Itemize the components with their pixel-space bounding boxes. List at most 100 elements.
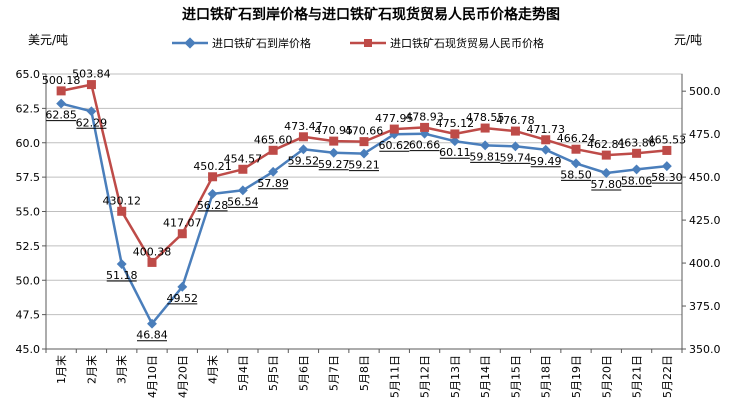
x-axis-tick-label: 1月末: [54, 355, 68, 384]
data-label-series-2: 400.38: [133, 245, 172, 258]
data-label-series-2: 450.21: [193, 160, 232, 173]
left-axis-tick-label: 55.0: [16, 206, 41, 219]
data-label-series-1: 62.85: [45, 109, 77, 122]
data-point-series-2: [480, 123, 490, 133]
x-axis-tick-label: 5月12日: [419, 355, 432, 398]
data-point-series-1: [177, 281, 188, 292]
data-label-series-1: 46.84: [136, 329, 168, 342]
x-axis-tick-label: 5月5日: [267, 355, 280, 391]
data-point-series-1: [601, 168, 612, 178]
left-axis-tick-label: 52.5: [16, 240, 41, 253]
data-label-series-1: 58.50: [560, 168, 592, 181]
data-label-series-1: 56.28: [197, 199, 229, 212]
data-point-series-2: [117, 206, 127, 216]
x-axis-tick-label: 2月末: [84, 355, 98, 384]
data-label-series-2: 500.18: [42, 74, 81, 87]
data-point-series-2: [329, 136, 339, 146]
data-label-series-2: 470.95: [314, 124, 353, 137]
data-point-series-1: [116, 259, 127, 269]
series-lines: [60, 83, 668, 325]
data-label-series-1: 57.89: [257, 177, 289, 190]
x-axis-tick-label: 5月22日: [661, 355, 674, 398]
data-label-series-1: 51.18: [106, 269, 138, 282]
data-label-series-1: 59.49: [530, 155, 562, 168]
data-label-series-2: 471.73: [526, 123, 565, 136]
data-label-series-1: 60.66: [409, 139, 441, 152]
left-axis-tick-label: 47.5: [16, 309, 41, 322]
data-label-series-1: 59.81: [469, 150, 501, 163]
x-axis-tick-label: 3月末: [115, 355, 129, 384]
data-point-series-1: [631, 164, 642, 175]
data-point-series-1: [571, 158, 581, 169]
grid-lines: [45, 73, 683, 350]
x-axis-tick-label: 5月13日: [449, 355, 462, 398]
x-axis-tick-label: 5月20日: [600, 355, 613, 398]
x-axis-tick-label: 4月20日: [176, 355, 189, 398]
left-axis-tick-label: 60.0: [16, 137, 41, 150]
data-label-series-2: 430.12: [102, 194, 141, 207]
right-axis-tick-label: 400.0: [689, 257, 721, 270]
legend-label-series-1: 进口铁矿石到岸价格: [212, 36, 311, 50]
data-label-series-2: 477.95: [375, 112, 414, 125]
data-point-series-2: [177, 229, 187, 239]
data-point-series-2: [420, 122, 430, 132]
data-label-series-2: 473.47: [284, 120, 323, 133]
data-label-series-2: 466.24: [557, 132, 596, 145]
data-label-series-1: 59.27: [318, 158, 350, 171]
data-label-series-1: 60.11: [439, 146, 471, 159]
data-point-series-1: [449, 136, 460, 147]
left-axis-tick-label: 50.0: [16, 274, 41, 287]
x-axis-tick-label: 5月15日: [509, 355, 522, 398]
data-label-series-2: 465.60: [254, 133, 293, 146]
data-point-series-1: [56, 98, 67, 109]
data-point-series-1: [147, 318, 157, 329]
data-point-series-2: [632, 148, 642, 158]
data-label-series-2: 462.81: [587, 138, 626, 151]
data-label-series-1: 62.29: [76, 116, 108, 129]
right-axis-tick-label: 425.0: [689, 214, 721, 227]
data-label-series-2: 470.66: [345, 125, 384, 138]
data-label-series-2: 476.78: [496, 114, 535, 127]
x-axis-tick-label: 5月7日: [328, 355, 341, 391]
data-point-series-1: [298, 144, 309, 155]
data-point-series-1: [86, 106, 97, 117]
data-point-series-2: [268, 145, 278, 155]
left-axis-tick-label: 65.0: [16, 68, 41, 81]
data-label-series-2: 454.57: [224, 152, 263, 165]
x-axis-tick-label: 5月8日: [358, 355, 371, 391]
data-label-series-2: 463.86: [617, 136, 656, 149]
data-point-series-1: [237, 185, 248, 196]
x-axis-tick-label: 5月6日: [297, 355, 310, 391]
data-point-series-1: [540, 144, 551, 155]
right-axis-tick-label: 375.0: [689, 300, 721, 313]
x-axis-tick-label: 4月10日: [146, 355, 159, 398]
data-label-series-1: 59.52: [288, 154, 320, 167]
data-point-series-1: [359, 148, 369, 159]
data-label-series-2: 478.55: [466, 111, 505, 124]
data-point-series-2: [238, 164, 248, 174]
right-axis-tick-label: 450.0: [689, 171, 721, 184]
data-label-series-2: 503.84: [72, 68, 111, 81]
data-point-series-2: [389, 124, 399, 134]
data-point-series-2: [541, 135, 551, 145]
x-axis-tick-label: 5月18日: [540, 355, 553, 398]
chart-title: 进口铁矿石到岸价格与进口铁矿石现货贸易人民币价格走势图: [182, 6, 560, 23]
axes: 45.0 47.5 50.0 52.5 55.0 57.5 60.0 62.5 65.0 350.…: [16, 68, 721, 398]
x-axis-tick-label: 5月19日: [570, 355, 583, 398]
data-point-series-2: [359, 137, 369, 147]
right-axis-unit: 元/吨: [674, 33, 702, 47]
data-point-series-1: [207, 188, 218, 199]
data-label-series-1: 49.52: [167, 292, 199, 305]
left-axis-tick-label: 62.5: [16, 102, 41, 115]
data-label-series-1: 56.54: [227, 195, 259, 208]
right-axis-tick-label: 500.0: [689, 85, 721, 98]
data-point-series-2: [601, 150, 611, 160]
legend-item-series-1: 进口铁矿石到岸价格: [172, 36, 311, 50]
data-point-series-1: [480, 140, 491, 151]
data-label-series-2: 465.53: [648, 133, 687, 146]
data-label-series-2: 417.07: [163, 217, 202, 230]
x-axis-tick-label: 5月4日: [237, 355, 250, 391]
data-point-series-2: [510, 126, 520, 136]
